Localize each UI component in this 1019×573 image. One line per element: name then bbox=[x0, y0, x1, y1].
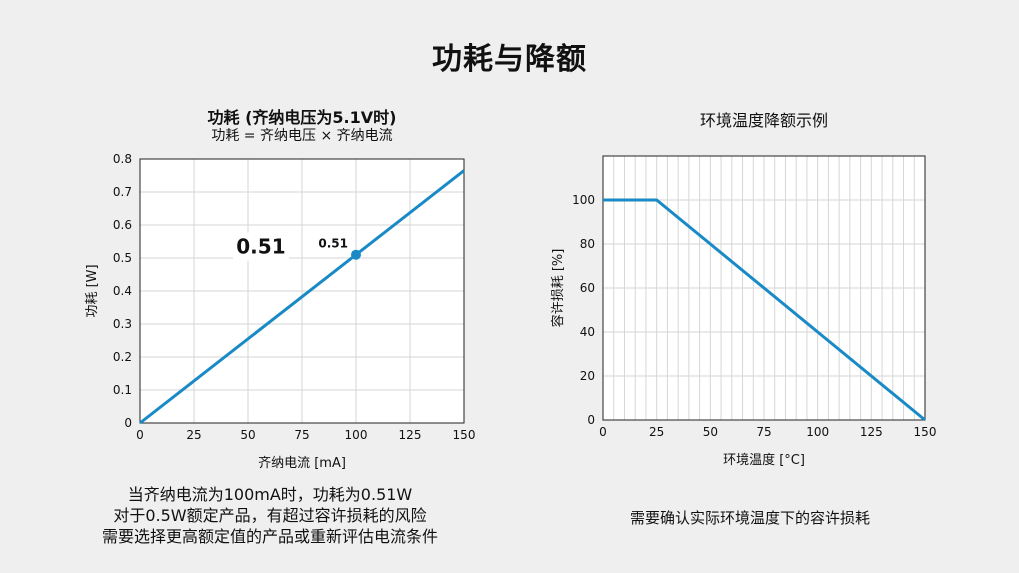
y-tick-label: 0 bbox=[124, 416, 132, 430]
x-tick-label: 0 bbox=[599, 425, 607, 439]
right-caption: 需要确认实际环境温度下的容许损耗 bbox=[629, 509, 870, 527]
left-caption-line: 需要选择更高额定值的产品或重新评估电流条件 bbox=[101, 527, 438, 546]
left-chart-subtitle: 功耗 = 齐纳电压 × 齐纳电流 bbox=[211, 128, 393, 144]
y-tick-label: 0.4 bbox=[113, 284, 132, 298]
y-tick-label: 0.3 bbox=[113, 317, 132, 331]
series-line bbox=[139, 169, 465, 425]
y-tick-label: 0.7 bbox=[113, 185, 132, 199]
y-axis-label: 功耗 [W] bbox=[85, 264, 100, 317]
x-tick-label: 50 bbox=[703, 425, 718, 439]
annotation-label: 0.51 bbox=[236, 235, 285, 259]
left-chart-title: 功耗 (齐纳电压为5.1V时) bbox=[207, 108, 397, 127]
y-tick-label: 20 bbox=[580, 369, 595, 383]
x-tick-label: 100 bbox=[806, 425, 829, 439]
data-point-marker bbox=[351, 249, 361, 260]
left-caption-line: 对于0.5W额定产品，有超过容许损耗的风险 bbox=[113, 506, 427, 525]
data-point-label: 0.51 bbox=[318, 237, 348, 251]
annotation-background bbox=[232, 232, 289, 261]
series-line bbox=[603, 198, 926, 422]
x-axis-label: 环境温度 [°C] bbox=[723, 452, 805, 468]
x-tick-label: 150 bbox=[453, 428, 476, 442]
y-tick-label: 80 bbox=[580, 237, 595, 251]
left-caption: 当齐纳电流为100mA时，功耗为0.51W 对于0.5W额定产品，有超过容许损耗… bbox=[40, 484, 500, 547]
plot-frame bbox=[139, 158, 465, 424]
left-caption-line: 当齐纳电流为100mA时，功耗为0.51W bbox=[127, 485, 413, 504]
x-tick-label: 25 bbox=[649, 425, 664, 439]
y-tick-label: 0 bbox=[587, 413, 595, 427]
x-tick-label: 75 bbox=[756, 425, 771, 439]
x-tick-label: 75 bbox=[294, 428, 309, 442]
x-axis-label: 齐纳电流 [mA] bbox=[258, 455, 346, 471]
x-tick-label: 50 bbox=[240, 428, 255, 442]
y-tick-label: 60 bbox=[580, 281, 595, 295]
x-tick-label: 100 bbox=[345, 428, 368, 442]
y-tick-label: 0.1 bbox=[113, 383, 132, 397]
y-tick-label: 0.5 bbox=[113, 251, 132, 265]
y-tick-label: 0.6 bbox=[113, 218, 132, 232]
right-chart-title: 环境温度降额示例 bbox=[699, 111, 828, 130]
y-tick-label: 0.8 bbox=[113, 152, 132, 166]
x-tick-label: 25 bbox=[186, 428, 201, 442]
y-tick-label: 100 bbox=[572, 193, 595, 207]
x-tick-label: 0 bbox=[136, 428, 144, 442]
x-tick-label: 150 bbox=[914, 425, 937, 439]
x-tick-label: 125 bbox=[399, 428, 422, 442]
plot-frame bbox=[602, 155, 926, 421]
y-tick-label: 0.2 bbox=[113, 350, 132, 364]
y-axis-label: 容许损耗 [%] bbox=[550, 249, 566, 328]
page-title: 功耗与降额 bbox=[432, 42, 587, 77]
y-tick-label: 40 bbox=[580, 325, 595, 339]
x-tick-label: 125 bbox=[860, 425, 883, 439]
